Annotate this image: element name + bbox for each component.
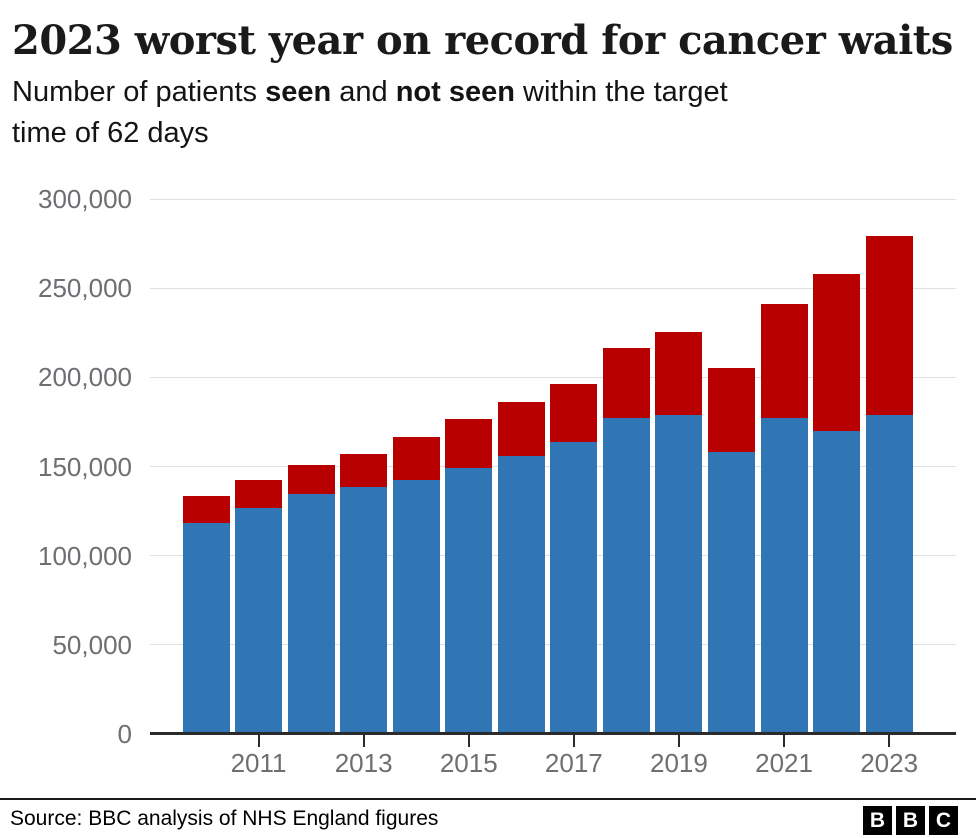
bar-segment-seen-2022 [813,430,861,734]
gridline-200,000 [150,376,956,378]
bar-segment-not-seen-2018 [602,347,650,419]
bar-segment-seen-2012 [287,494,335,734]
x-tick-2011 [257,735,260,747]
chart-area: 300,000 250,000 200,000 150,000 100,000 50,00… [38,184,956,778]
chart-subtitle: Number of patients seen and not seen wit… [12,72,728,154]
subtitle-line2: time of 62 days [12,117,209,149]
x-axis-line [150,732,956,735]
bar-segment-seen-2011 [235,508,283,734]
bar-segment-seen-2019 [655,414,703,734]
bar-segment-seen-2020 [708,452,755,734]
x-axis-label: 2021 [755,748,813,778]
subtitle-suffix: within the target [514,76,728,108]
bar-segment-not-seen-2022 [813,273,861,431]
bar-segment-not-seen-2010 [182,495,230,523]
bar-segment-seen-2018 [602,418,650,734]
y-axis-label: 300,000 [38,184,132,214]
gridline-300,000 [150,198,956,200]
bar-segment-seen-2016 [497,455,545,734]
x-axis-label: 2017 [544,748,603,778]
bar-segment-not-seen-2013 [340,454,388,487]
bar-segment-not-seen-2012 [287,464,335,495]
y-axis-label: 100,000 [38,540,132,571]
bar-segment-seen-2021 [760,418,808,734]
subtitle-prefix: Number of patients [12,76,266,108]
bbc-logo-block-3: C [929,806,958,835]
bar-segment-not-seen-2021 [760,304,808,419]
page-title: 2023 worst year on record for cancer wai… [12,17,953,64]
bar-segment-not-seen-2020 [708,367,755,453]
bbc-logo-block-2: B [896,806,925,835]
x-tick-2013 [362,735,365,747]
seen-highlight: seen [265,76,332,108]
bar-segment-not-seen-2016 [497,402,545,456]
x-tick-2017 [572,735,575,747]
x-axis-label: 2019 [650,748,708,778]
y-axis-label: 50,000 [52,629,132,660]
bar-segment-not-seen-2019 [655,331,703,415]
footer-divider [0,798,976,800]
y-axis-label: 150,000 [38,451,132,482]
source-text: Source: BBC analysis of NHS England figu… [10,807,439,830]
x-axis-label: 2023 [860,748,919,778]
x-tick-2021 [783,735,786,747]
x-axis-label: 2011 [230,748,287,778]
x-tick-2019 [677,735,680,747]
bar-segment-seen-2013 [340,487,388,734]
bar-segment-seen-2010 [182,522,230,734]
bar-segment-not-seen-2014 [392,437,440,480]
bar-segment-seen-2017 [550,441,598,734]
x-axis-label: 2013 [334,748,393,778]
bar-segment-seen-2014 [392,479,440,734]
y-axis-label: 0 [117,719,132,749]
bbc-logo-block-1: B [863,806,892,835]
y-axis-label: 250,000 [38,273,132,304]
bar-segment-not-seen-2023 [865,236,913,415]
bar-segment-not-seen-2011 [235,479,283,509]
bar-segment-seen-2015 [445,468,493,734]
bar-segment-seen-2023 [865,414,913,734]
not-seen-highlight: not seen [395,76,515,108]
x-tick-2023 [888,735,891,747]
subtitle-and: and [331,76,396,108]
x-tick-2015 [467,735,470,747]
y-axis-label: 200,000 [38,362,132,393]
x-axis-label: 2015 [439,748,498,778]
gridline-250,000 [150,287,956,289]
bar-segment-not-seen-2017 [550,384,598,442]
bar-segment-not-seen-2015 [445,419,493,469]
